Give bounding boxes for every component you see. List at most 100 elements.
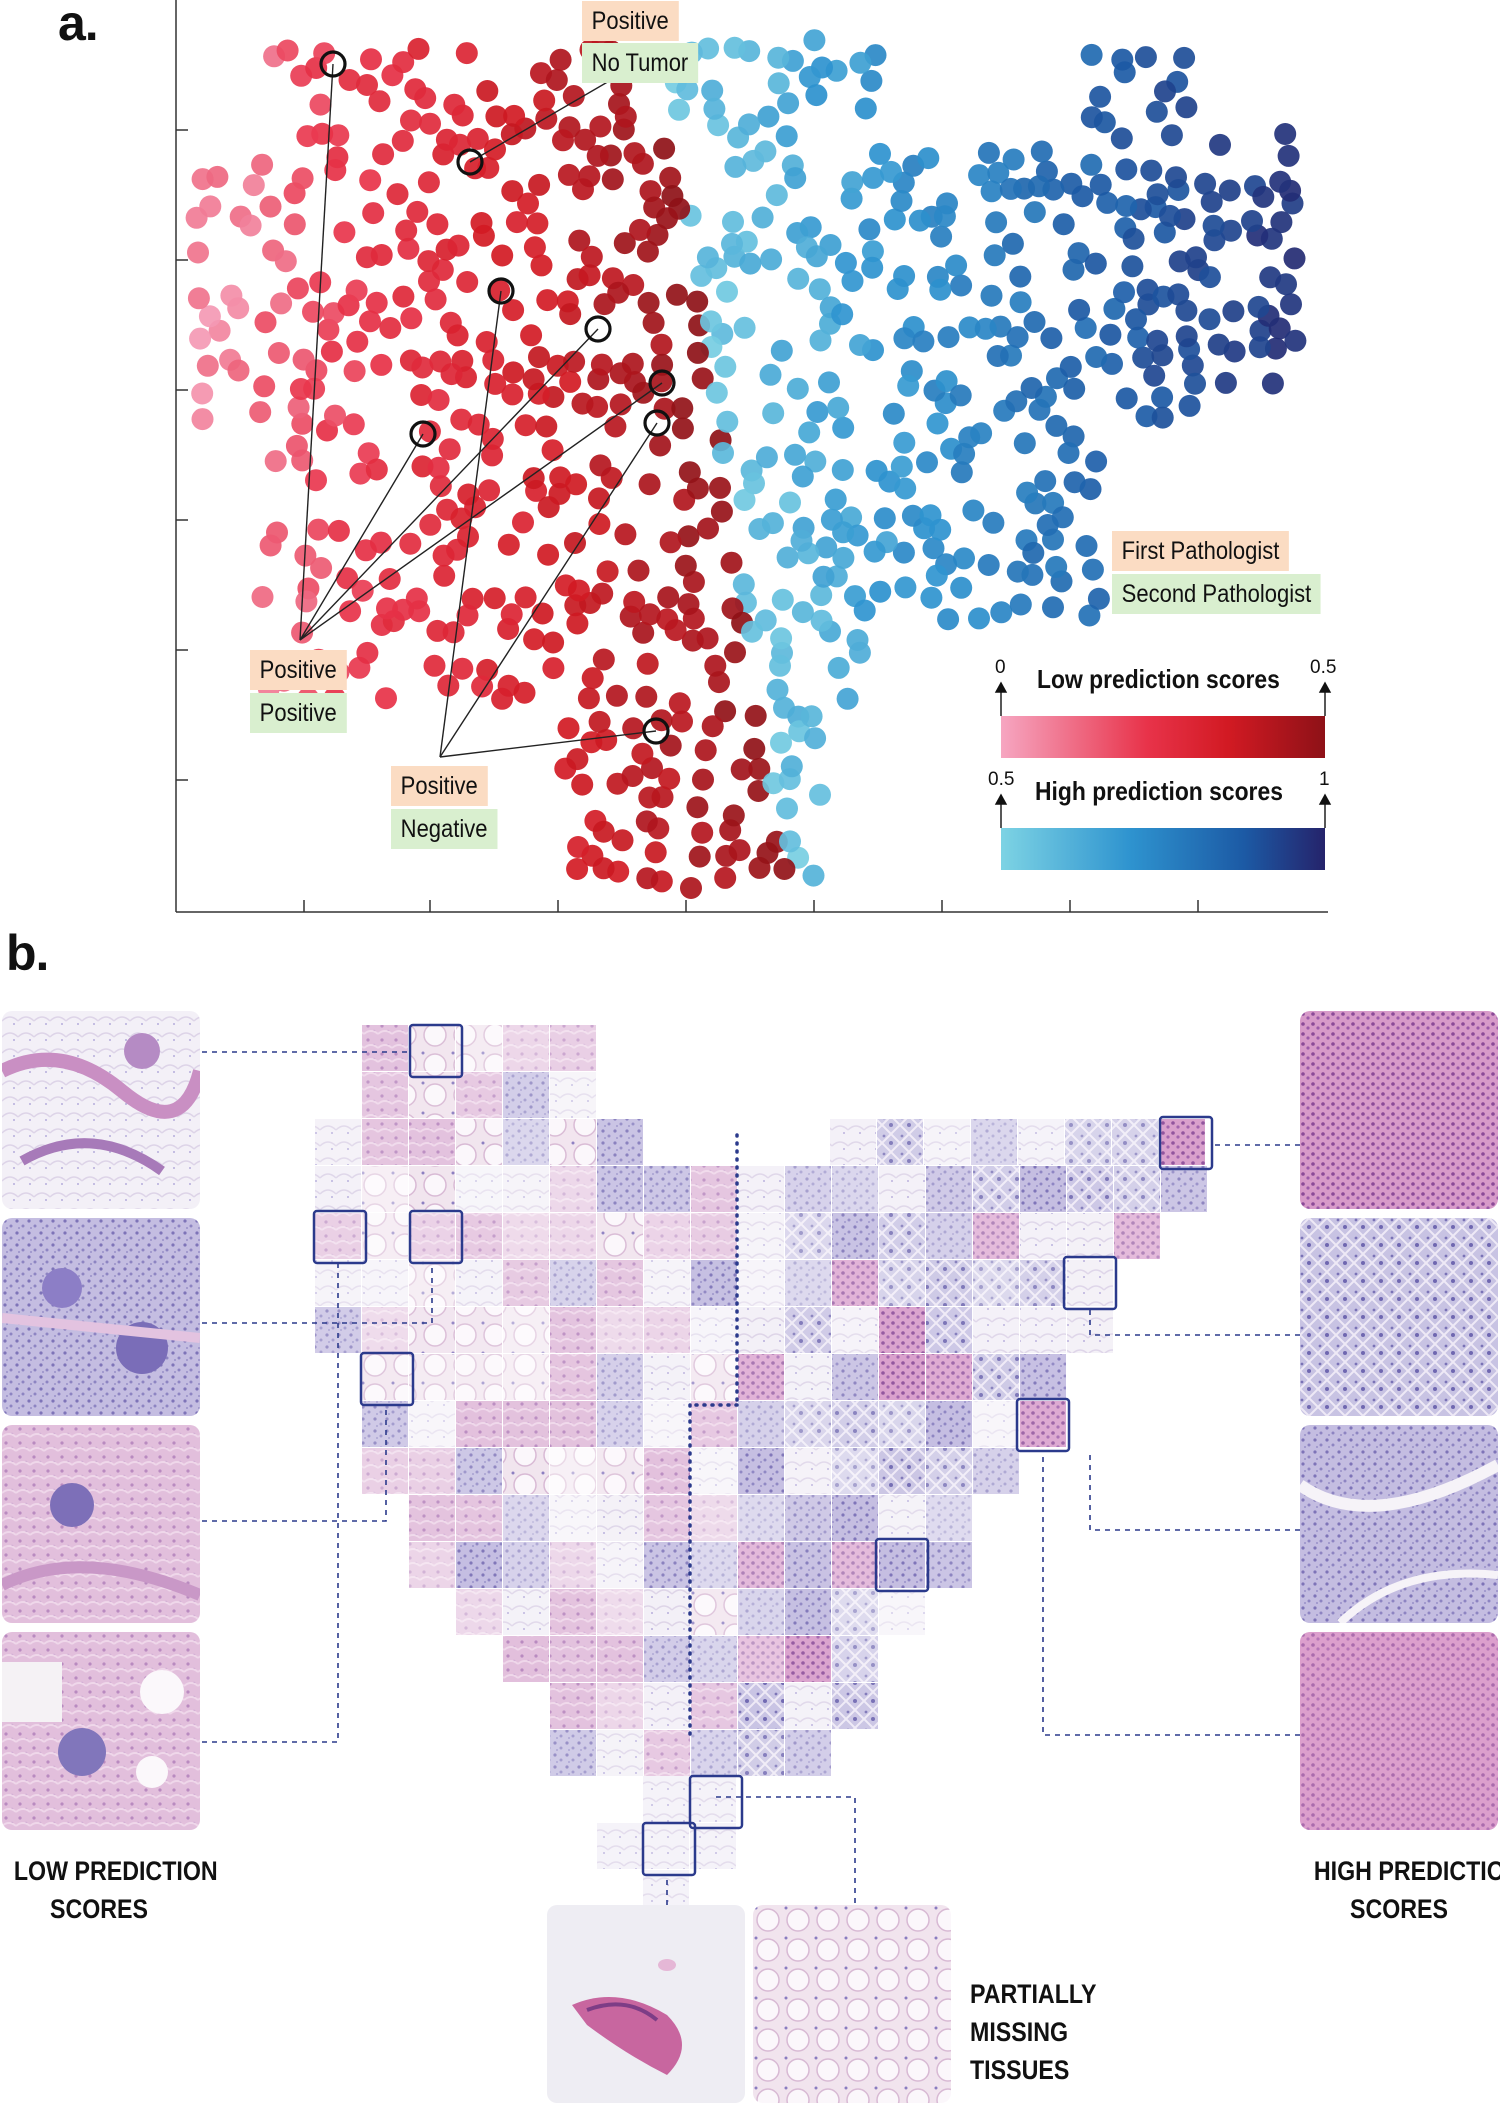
scatter-point — [1168, 250, 1191, 273]
scatter-point — [307, 518, 330, 541]
scatter-point — [424, 288, 447, 311]
scatter-point — [773, 858, 796, 880]
mosaic-tile — [362, 1213, 408, 1259]
scatter-point — [761, 512, 784, 535]
scatter-point — [1165, 166, 1187, 189]
mosaic-tile — [1065, 1119, 1111, 1165]
scatter-point — [1022, 541, 1045, 564]
scatter-point — [786, 377, 809, 400]
mosaic-tile — [1114, 1166, 1160, 1212]
scatter-point — [804, 727, 827, 750]
scatter-point — [815, 536, 838, 559]
scatter-point — [784, 443, 806, 466]
scatter-point — [501, 383, 524, 406]
scatter-point — [779, 830, 801, 853]
scatter-point — [604, 415, 627, 438]
mosaic-tile — [597, 1823, 643, 1869]
scatter-point — [346, 330, 369, 353]
mosaic-tile — [785, 1495, 831, 1541]
scatter-point — [586, 144, 609, 167]
mosaic-tile — [785, 1260, 831, 1306]
scatter-point — [376, 597, 398, 620]
scatter-point — [714, 866, 737, 889]
scatter-point — [359, 169, 382, 192]
mosaic-tile — [315, 1213, 361, 1259]
scatter-point — [1153, 221, 1176, 244]
scatter-point — [1134, 46, 1157, 69]
scatter-point — [705, 381, 728, 404]
scatter-point — [345, 279, 368, 302]
scatter-point — [739, 252, 762, 275]
scatter-point — [466, 127, 489, 150]
scatter-point — [427, 456, 450, 479]
scatter-point — [832, 521, 855, 544]
scatter-point — [191, 408, 214, 431]
scatter-point — [614, 523, 637, 546]
scatter-point — [488, 279, 511, 302]
scatter-point — [427, 389, 450, 411]
scatter-point — [869, 142, 891, 165]
scatter-point — [880, 160, 902, 183]
mosaic-tile — [1018, 1119, 1064, 1165]
mosaic-tile — [1161, 1166, 1207, 1212]
scatter-point — [336, 567, 359, 590]
annotation-first-pathologist: Positive — [582, 1, 679, 41]
scatter-point — [370, 353, 393, 376]
scatter-point — [733, 316, 756, 339]
scatter-point — [1283, 247, 1306, 270]
scatter-point — [274, 250, 297, 273]
scatter-point — [686, 796, 709, 819]
scatter-point — [827, 396, 850, 419]
scatter-point — [865, 459, 888, 482]
scatter-point — [636, 240, 659, 263]
low-score-thumbnail — [2, 1632, 200, 1830]
mosaic-tile — [832, 1542, 878, 1588]
scatter-point — [760, 248, 783, 271]
mosaic-tile — [832, 1213, 878, 1259]
scatter-point — [1115, 158, 1138, 181]
scatter-point — [552, 129, 574, 152]
highlighted-points — [319, 50, 676, 745]
scatter-point — [790, 529, 813, 552]
scatter-point — [502, 361, 525, 384]
scatter-point — [701, 79, 724, 102]
scatter-point — [1006, 326, 1029, 349]
scatter-point — [950, 461, 973, 484]
scatter-point — [296, 125, 319, 148]
scatter-point — [1160, 124, 1183, 147]
high-colorbar-title: High prediction scores — [1035, 776, 1283, 806]
scatter-point — [1122, 227, 1145, 250]
mosaic-tile — [691, 1307, 737, 1353]
scatter-point — [503, 104, 526, 127]
mosaic-tile — [973, 1260, 1019, 1306]
scatter-point — [803, 29, 826, 52]
scatter-point — [836, 687, 859, 710]
scatter-point — [1068, 298, 1091, 321]
scatter-point — [564, 532, 586, 554]
low-colorbar-max: 0.5 — [1310, 657, 1337, 678]
scatter-point — [442, 621, 465, 644]
scatter-point — [800, 705, 823, 728]
scatter-point — [440, 363, 463, 386]
scatter-point — [578, 165, 601, 188]
scatter-point — [1121, 255, 1144, 278]
mosaic-tile — [503, 1542, 549, 1588]
scatter-point — [980, 180, 1003, 203]
scatter-point — [429, 475, 452, 498]
scatter-point — [999, 177, 1022, 200]
scatter-point — [710, 500, 733, 523]
scatter-point — [708, 671, 730, 694]
scatter-point — [1269, 170, 1292, 193]
scatter-plot — [175, 0, 1332, 913]
mosaic-tile — [1067, 1260, 1113, 1306]
scatter-point — [832, 416, 855, 439]
scatter-point — [691, 367, 714, 390]
scatter-point — [1009, 265, 1032, 288]
scatter-point — [646, 223, 669, 246]
scatter-point — [571, 773, 594, 796]
annotation-lines — [299, 61, 663, 758]
scatter-point — [327, 124, 350, 147]
axes — [175, 0, 1328, 913]
scatter-point — [536, 289, 559, 312]
scatter-point — [769, 654, 791, 677]
